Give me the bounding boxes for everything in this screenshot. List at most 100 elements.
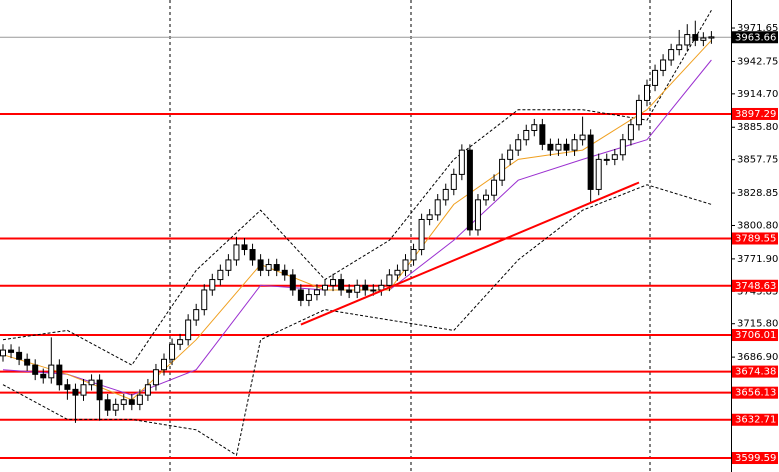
y-tick-label: 3800.80 — [737, 220, 778, 231]
candle-body — [668, 49, 675, 61]
candle-body — [676, 44, 683, 51]
candle-body — [257, 259, 264, 271]
level-label-box — [732, 107, 778, 120]
level-label: 3656.13 — [735, 388, 776, 399]
level-label-box — [732, 232, 778, 245]
candle-body — [619, 139, 626, 156]
candle-body — [56, 364, 63, 386]
candle-body — [587, 134, 594, 190]
level-label-box — [732, 413, 778, 426]
level-label: 3599.59 — [735, 453, 776, 464]
candle-body — [603, 158, 610, 161]
level-label-box — [732, 279, 778, 292]
candle-body — [595, 158, 602, 190]
candle-body — [402, 259, 409, 271]
candle-body — [627, 124, 634, 141]
candle-body — [177, 339, 184, 345]
bollinger-upper — [2, 10, 712, 366]
level-label: 3632.71 — [735, 415, 776, 426]
candle-body — [515, 139, 522, 151]
candle-body — [491, 179, 498, 196]
candle-body — [40, 373, 47, 379]
candle-body — [531, 124, 538, 131]
candle-body — [289, 274, 296, 291]
candle-body — [144, 384, 151, 396]
candle-body — [547, 143, 554, 151]
candle-body — [700, 37, 707, 41]
level-label: 3897.29 — [735, 109, 776, 120]
candle-body — [273, 264, 280, 271]
level-label-box — [732, 329, 778, 342]
candle-body — [507, 149, 514, 160]
candle-body — [644, 84, 650, 101]
candle-body — [120, 399, 127, 405]
candle-body — [692, 34, 699, 41]
candle-body — [418, 218, 425, 251]
candle-body — [104, 399, 111, 411]
level-label-box — [732, 452, 778, 465]
candle-body — [442, 188, 449, 201]
candle-body — [354, 284, 361, 293]
candle-body — [169, 343, 176, 360]
candle-body — [161, 358, 167, 371]
y-tick-label: 3715.80 — [737, 319, 778, 330]
candle-body — [346, 289, 353, 293]
candle-body — [193, 309, 200, 321]
candle-body — [96, 379, 103, 401]
level-label: 3706.01 — [735, 330, 776, 341]
candle-body — [281, 269, 288, 276]
candle-body — [523, 129, 530, 141]
candle-body — [265, 264, 272, 271]
y-tick-label: 3914.70 — [737, 89, 778, 100]
candle-body — [652, 69, 659, 86]
current-price-box — [732, 31, 778, 44]
y-tick-label: 3743.85 — [737, 286, 778, 297]
candle-body — [80, 384, 87, 396]
candle-body — [72, 388, 79, 396]
level-label-box — [732, 365, 778, 378]
y-tick-label: 3771.90 — [737, 254, 778, 265]
trendline — [300, 181, 640, 326]
candle-body — [16, 351, 23, 360]
candle-body — [434, 199, 441, 216]
candle-body — [64, 384, 71, 390]
candle-body — [217, 269, 224, 281]
candle-body — [499, 158, 506, 181]
candle-body — [684, 34, 691, 46]
current-price-label: 3963.66 — [735, 32, 776, 43]
candle-body — [201, 289, 208, 311]
level-label: 3789.55 — [735, 233, 776, 244]
candle-body — [136, 394, 143, 405]
level-label: 3748.63 — [735, 281, 776, 292]
y-tick-label: 3885.80 — [737, 122, 778, 133]
candle-body — [313, 289, 320, 296]
level-label: 3674.38 — [735, 367, 776, 378]
candle-body — [386, 274, 393, 286]
candle-body — [0, 349, 6, 357]
candle-body — [539, 124, 546, 145]
candle-body — [450, 173, 457, 190]
candle-body — [338, 279, 345, 291]
candle-body — [225, 259, 232, 271]
candle-body — [579, 134, 586, 141]
candle-body — [185, 319, 192, 341]
candle-body — [152, 369, 159, 386]
candle-body — [555, 143, 562, 151]
candle-body — [660, 59, 667, 71]
candle-body — [466, 149, 473, 231]
candle-body — [394, 269, 401, 276]
candle-body — [88, 379, 95, 386]
candle-body — [370, 289, 377, 292]
candle-body — [297, 289, 304, 301]
y-tick-label: 3828.85 — [737, 188, 778, 199]
candle-body — [708, 36, 715, 39]
y-tick-label: 3857.75 — [737, 155, 778, 166]
bollinger-lower — [2, 184, 712, 457]
candle-body — [483, 194, 489, 201]
candle-body — [458, 149, 465, 175]
candle-body — [474, 199, 481, 231]
candle-body — [362, 284, 369, 291]
candle-body — [305, 294, 312, 301]
candle-body — [24, 358, 31, 366]
